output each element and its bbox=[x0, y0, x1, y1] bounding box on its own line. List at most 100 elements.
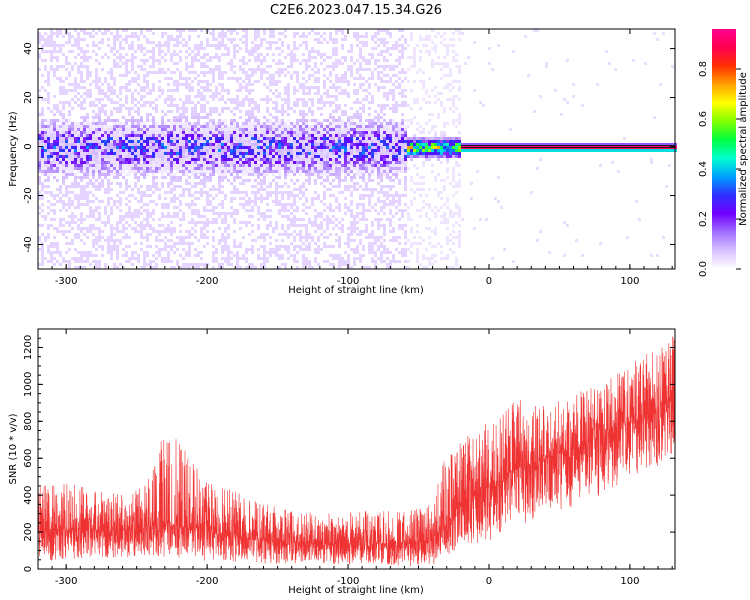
spectrogram-cell bbox=[59, 149, 62, 152]
spectrogram-cell bbox=[368, 170, 371, 173]
spectrogram-cell bbox=[65, 128, 68, 131]
spectrogram-cell bbox=[38, 128, 41, 131]
spectrogram-cell bbox=[167, 35, 170, 38]
spectrogram-cell bbox=[356, 206, 359, 209]
spectrogram-cell bbox=[182, 137, 185, 140]
spectrogram-cell bbox=[161, 122, 164, 125]
spectrogram-cell bbox=[218, 266, 221, 269]
spectrogram-cell bbox=[53, 155, 56, 158]
spectrogram-cell bbox=[269, 155, 272, 158]
spectrogram-cell bbox=[62, 101, 65, 104]
spectrogram-cell bbox=[221, 83, 224, 86]
spectrogram-cell bbox=[38, 161, 41, 164]
spectrogram-cell bbox=[299, 137, 302, 140]
spectrogram-cell bbox=[107, 83, 110, 86]
spectrogram-cell bbox=[347, 185, 350, 188]
spectrogram-cell bbox=[317, 122, 320, 125]
spectrogram-cell bbox=[131, 140, 134, 143]
spectrogram-cell bbox=[287, 173, 290, 176]
spectrogram-cell bbox=[302, 152, 305, 155]
spectrogram-cell bbox=[251, 191, 254, 194]
spectrogram-cell bbox=[104, 149, 107, 152]
spectrogram-cell bbox=[38, 170, 41, 173]
spectrogram-cell bbox=[350, 167, 353, 170]
spectrogram-cell bbox=[119, 128, 122, 131]
spectrogram-cell bbox=[59, 218, 62, 221]
spectrogram-cell bbox=[134, 230, 137, 233]
spectrogram-cell bbox=[164, 248, 167, 251]
spectrogram-cell bbox=[305, 101, 308, 104]
spectrogram-cell bbox=[203, 245, 206, 248]
spectrogram-cell bbox=[146, 80, 149, 83]
spectrogram-cell bbox=[245, 173, 248, 176]
spectrogram-cell bbox=[230, 59, 233, 62]
spectrogram-cell bbox=[83, 137, 86, 140]
spectrogram-cell bbox=[257, 140, 260, 143]
spectrogram-cell bbox=[182, 188, 185, 191]
spectrogram-cell bbox=[182, 164, 185, 167]
spectrogram-cell bbox=[179, 209, 182, 212]
spectrogram-cell bbox=[242, 155, 245, 158]
spectrogram-cell bbox=[44, 137, 47, 140]
spectrogram-cell bbox=[269, 164, 272, 167]
spectrogram-cell bbox=[245, 203, 248, 206]
spectrogram-cell bbox=[41, 35, 44, 38]
spectrogram-cell bbox=[179, 32, 182, 35]
spectrogram-cell bbox=[194, 47, 197, 50]
spectrogram-cell bbox=[203, 221, 206, 224]
spectrogram-cell bbox=[314, 32, 317, 35]
spectrogram-cell bbox=[335, 158, 338, 161]
spectrogram-cell bbox=[353, 227, 356, 230]
spectrogram-cell bbox=[182, 38, 185, 41]
spectrogram-cell bbox=[314, 92, 317, 95]
spectrogram-cell bbox=[356, 59, 359, 62]
spectrogram-cell bbox=[329, 209, 332, 212]
spectrogram-cell bbox=[296, 71, 299, 74]
spectrogram-cell bbox=[161, 185, 164, 188]
spectrogram-cell bbox=[311, 137, 314, 140]
spectrogram-cell bbox=[77, 158, 80, 161]
spectrogram-cell bbox=[311, 131, 314, 134]
spectrogram-cell bbox=[338, 170, 341, 173]
spectrogram-cell bbox=[290, 155, 293, 158]
spectrogram-cell bbox=[140, 32, 143, 35]
spectrogram-cell bbox=[143, 254, 146, 257]
spectrogram-cell bbox=[314, 122, 317, 125]
spectrogram-cell bbox=[158, 62, 161, 65]
spectrogram-cell bbox=[278, 200, 281, 203]
spectrogram-cell bbox=[179, 218, 182, 221]
spectrogram-cell bbox=[269, 131, 272, 134]
spectrogram-cell bbox=[215, 86, 218, 89]
spectrogram-cell bbox=[71, 215, 74, 218]
spectrogram-cell bbox=[65, 191, 68, 194]
spectrogram-cell bbox=[350, 71, 353, 74]
spectrogram-cell bbox=[311, 47, 314, 50]
spectrogram-cell bbox=[158, 59, 161, 62]
spectrogram-cell bbox=[119, 230, 122, 233]
spectrogram-cell bbox=[272, 146, 275, 149]
spectrogram-cell bbox=[188, 38, 191, 41]
spectrogram-cell bbox=[317, 212, 320, 215]
spectrogram-cell bbox=[314, 248, 317, 251]
spectrogram-cell bbox=[227, 167, 230, 170]
spectrogram-cell bbox=[293, 86, 296, 89]
spectrogram-cell bbox=[38, 68, 41, 71]
spectrogram-cell bbox=[101, 182, 104, 185]
spectrogram-cell bbox=[83, 203, 86, 206]
spectrogram-cell bbox=[119, 98, 122, 101]
spectrogram-cell bbox=[308, 89, 311, 92]
spectrogram-cell bbox=[200, 71, 203, 74]
spectrogram-cell bbox=[266, 158, 269, 161]
spectrogram-cell bbox=[212, 98, 215, 101]
spectrogram-cell bbox=[203, 104, 206, 107]
spectrogram-cell bbox=[62, 149, 65, 152]
spectrogram-cell bbox=[368, 152, 371, 155]
spectrogram-cell bbox=[62, 125, 65, 128]
spectrogram-cell bbox=[275, 110, 278, 113]
spectrogram-cell bbox=[287, 146, 290, 149]
spectrogram-cell bbox=[221, 257, 224, 260]
spectrogram-cell bbox=[290, 242, 293, 245]
spectrogram-cell bbox=[185, 134, 188, 137]
spectrogram-cell bbox=[125, 98, 128, 101]
spectrogram-cell bbox=[47, 155, 50, 158]
